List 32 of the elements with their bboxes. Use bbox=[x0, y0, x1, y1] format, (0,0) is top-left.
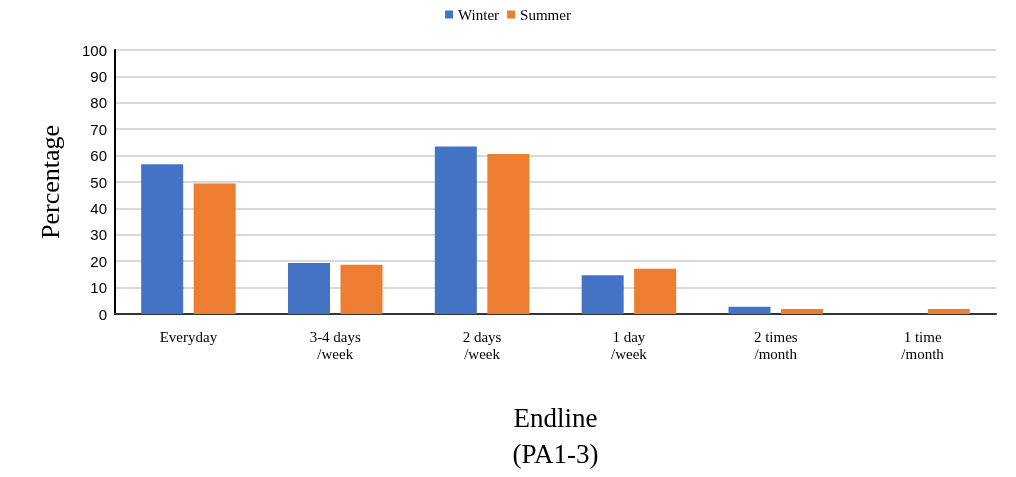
x-tick-label: 1 time /month bbox=[901, 328, 945, 362]
bar bbox=[288, 263, 330, 314]
x-tick-label: 1 day /week bbox=[611, 328, 648, 362]
y-tick-label: 70 bbox=[90, 120, 107, 138]
bar bbox=[141, 164, 184, 314]
bar bbox=[634, 268, 677, 314]
bar bbox=[487, 154, 530, 314]
x-tick-label: Everyday bbox=[159, 328, 218, 345]
bar bbox=[434, 146, 477, 314]
x-axis-title: Endline (PA1-3) bbox=[512, 403, 599, 469]
bar bbox=[340, 264, 383, 314]
bar bbox=[581, 275, 624, 314]
y-tick-label: 80 bbox=[90, 94, 107, 112]
legend-label: Summer bbox=[520, 6, 571, 23]
bar bbox=[927, 308, 970, 314]
x-tick-label: 2 days /week bbox=[462, 328, 502, 362]
legend-label: Winter bbox=[458, 6, 500, 23]
y-tick-label: 10 bbox=[90, 279, 107, 297]
y-tick-label: 20 bbox=[90, 252, 107, 270]
y-tick-label: 100 bbox=[81, 41, 107, 59]
y-tick-label: 0 bbox=[98, 305, 107, 323]
y-axis-title: Percentage bbox=[35, 124, 65, 240]
bar bbox=[781, 308, 823, 314]
y-tick-label: 50 bbox=[90, 173, 107, 191]
x-tick-label: 2 times /month bbox=[753, 328, 798, 362]
y-tick-label: 40 bbox=[90, 199, 107, 217]
x-tick-label: 3-4 days /week bbox=[309, 328, 362, 362]
y-tick-label: 60 bbox=[90, 147, 107, 165]
y-tick-label: 30 bbox=[90, 226, 107, 244]
bar bbox=[728, 306, 771, 314]
bar bbox=[193, 183, 236, 314]
y-tick-label: 90 bbox=[90, 67, 107, 85]
